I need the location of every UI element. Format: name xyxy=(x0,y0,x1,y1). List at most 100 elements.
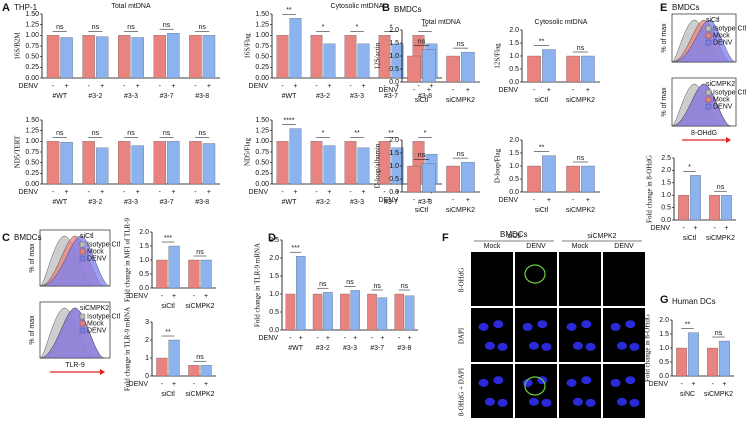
bar xyxy=(310,35,323,79)
micrograph xyxy=(559,308,601,362)
nucleus xyxy=(528,397,539,406)
x-tick-label: #WT xyxy=(282,199,298,206)
sig-label: *** xyxy=(164,235,172,242)
bar xyxy=(131,37,144,79)
x-tick-label: #3-7 xyxy=(384,93,398,100)
bar xyxy=(189,35,202,79)
denv-label: DENV xyxy=(19,83,39,90)
x-tick-label: #WT xyxy=(288,345,304,352)
nucleus xyxy=(610,322,621,331)
nucleus xyxy=(581,376,592,385)
micrograph xyxy=(471,364,513,418)
nucleus xyxy=(625,376,636,385)
y-tick-label: 1.0 xyxy=(509,53,519,60)
denv-sign: - xyxy=(680,381,683,388)
bar xyxy=(200,365,212,377)
micrograph xyxy=(603,308,645,362)
y-tick-label: 3 xyxy=(145,319,149,326)
bar xyxy=(167,33,180,79)
denv-sign: + xyxy=(361,83,365,90)
denv-label: DENV xyxy=(379,197,399,204)
micrograph xyxy=(603,364,645,418)
x-tick-label: #3-8 xyxy=(418,93,432,100)
legend-swatch xyxy=(79,248,86,255)
denv-sign: - xyxy=(713,225,716,232)
denv-sign: - xyxy=(123,83,126,90)
bar xyxy=(188,365,200,377)
denv-label: DENV xyxy=(499,87,519,94)
denv-sign: + xyxy=(408,335,412,342)
denv-sign: + xyxy=(586,87,590,94)
x-tick-label: siCtl xyxy=(161,303,175,310)
y-tick-label: 1.5 xyxy=(269,273,279,280)
legend-swatch xyxy=(79,320,86,327)
x-tick-label: #3-2 xyxy=(316,199,330,206)
flow-x-label: 8-OHdG xyxy=(691,130,717,137)
denv-sign: - xyxy=(417,83,420,90)
y-tick-label: 2.0 xyxy=(389,27,399,34)
micro-col: Mock xyxy=(484,243,501,250)
micro-row: DAPI xyxy=(458,327,466,344)
denv-sign: - xyxy=(398,335,401,342)
y-tick-label: 1 xyxy=(145,355,149,362)
sig-label: ns xyxy=(92,130,100,137)
sig-label: ns xyxy=(163,130,171,137)
legend-label: DENV xyxy=(713,103,733,110)
sig-label: ** xyxy=(286,7,292,14)
sig-label: ns xyxy=(198,24,206,31)
nucleus xyxy=(478,378,489,387)
y-tick-label: 0.00 xyxy=(25,181,39,188)
panel-letter: G xyxy=(660,294,669,306)
denv-sign: + xyxy=(136,83,140,90)
bar xyxy=(95,36,109,79)
y-tick-label: 0.00 xyxy=(255,75,269,82)
arrow-head xyxy=(100,369,105,375)
bar xyxy=(168,339,180,377)
denv-label: DENV xyxy=(249,83,269,90)
denv-sign: - xyxy=(193,381,196,388)
bar xyxy=(289,128,302,185)
denv-sign: + xyxy=(171,83,175,90)
y-tick-label: 1.0 xyxy=(661,192,671,199)
bar xyxy=(566,55,580,83)
bar xyxy=(323,292,333,331)
nucleus xyxy=(625,320,636,329)
chart-title: Cytosolic mtDNA xyxy=(535,19,588,26)
y-tick-label: 1.0 xyxy=(139,257,149,264)
legend-swatch xyxy=(79,255,86,262)
y-axis-label: ND5/TERT xyxy=(14,135,22,168)
nucleus xyxy=(572,397,583,406)
denv-sign: + xyxy=(395,189,399,196)
y-axis-label: Fold change in TLR-9 mRNA xyxy=(124,307,132,391)
x-tick-label: #3-8 xyxy=(418,199,432,206)
bar xyxy=(200,259,212,289)
flow-y-label: % of max xyxy=(661,87,668,117)
nucleus xyxy=(493,376,504,385)
denv-sign: - xyxy=(161,293,164,300)
nucleus xyxy=(484,341,495,350)
flow-curve xyxy=(671,83,731,127)
legend-swatch xyxy=(79,313,86,320)
stain xyxy=(524,376,546,396)
sig-label: * xyxy=(356,24,359,31)
denv-label: DENV xyxy=(649,381,669,388)
denv-sign: + xyxy=(427,197,431,204)
y-tick-label: 1.00 xyxy=(25,32,39,39)
bar xyxy=(344,35,357,79)
denv-sign: + xyxy=(429,83,433,90)
x-tick-label: siCtl xyxy=(415,97,429,104)
header: BMDCs xyxy=(14,233,42,242)
x-tick-label: #3-2 xyxy=(316,93,330,100)
legend-swatch xyxy=(705,39,712,46)
panel-letter: A xyxy=(2,2,10,14)
bar xyxy=(394,293,405,331)
panel-letter: E xyxy=(660,2,667,14)
bar xyxy=(377,297,388,331)
x-tick-label: #3-2 xyxy=(316,345,330,352)
sig-label: ns xyxy=(163,22,171,29)
bar xyxy=(357,147,370,185)
legend-swatch xyxy=(705,32,712,39)
denv-sign: - xyxy=(711,381,714,388)
bar xyxy=(131,145,144,185)
